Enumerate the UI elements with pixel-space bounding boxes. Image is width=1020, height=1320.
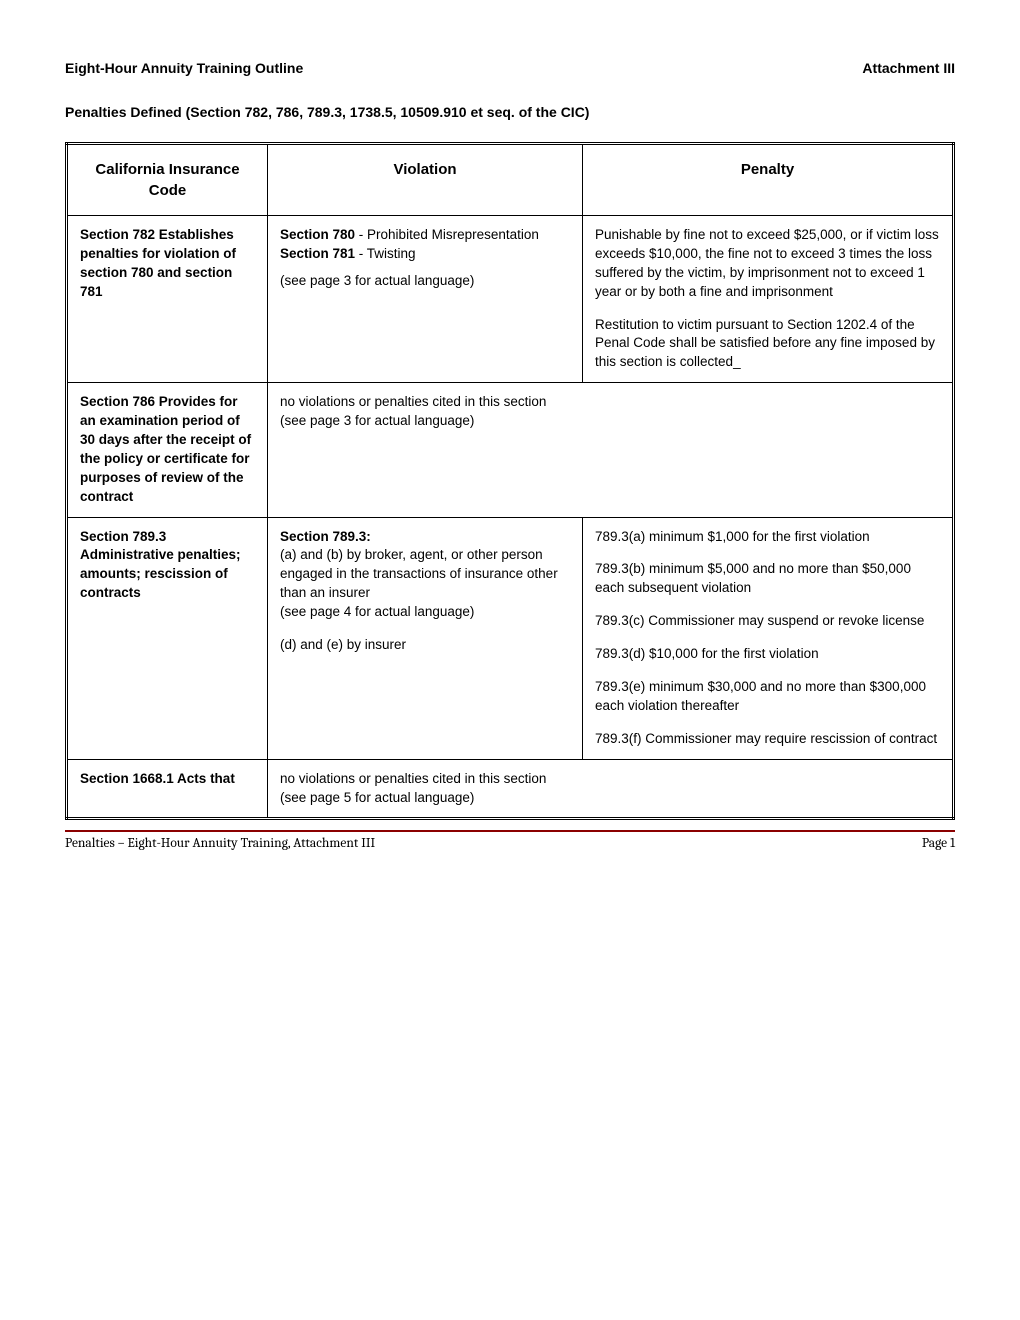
violation-line: (d) and (e) by insurer: [280, 636, 570, 655]
table-row: Section 786 Provides for an examination …: [67, 383, 954, 517]
merged-line: no violations or penalties cited in this…: [280, 393, 940, 412]
section-781-label: Section 781: [280, 246, 355, 261]
page-footer: Penalties – Eight-Hour Annuity Training,…: [65, 830, 955, 851]
code-cell: Section 786 Provides for an examination …: [67, 383, 268, 517]
code-cell: Section 782 Establishes penalties for vi…: [67, 216, 268, 383]
col-header-penalty: Penalty: [583, 144, 954, 216]
penalty-paragraph: 789.3(d) $10,000 for the first violation: [595, 645, 940, 664]
table-row: Section 1668.1 Acts that no violations o…: [67, 759, 954, 819]
section-7893-label: Section 789.3:: [280, 528, 570, 547]
violation-line: Section 781 - Twisting: [280, 245, 570, 264]
table-row: Section 782 Establishes penalties for vi…: [67, 216, 954, 383]
see-page-note: (see page 4 for actual language): [280, 603, 570, 622]
spacer: [280, 622, 570, 636]
violation-line: (a) and (b) by broker, agent, or other p…: [280, 546, 570, 603]
header-right: Attachment III: [862, 60, 955, 76]
code-cell: Section 789.3 Administrative penalties; …: [67, 517, 268, 759]
table-header-row: California Insurance Code Violation Pena…: [67, 144, 954, 216]
subheader: Penalties Defined (Section 782, 786, 789…: [65, 104, 955, 120]
see-page-note: (see page 3 for actual language): [280, 272, 570, 291]
see-page-note: (see page 5 for actual language): [280, 789, 940, 808]
footer-right: Page 1: [922, 836, 955, 851]
penalty-paragraph: 789.3(f) Commissioner may require rescis…: [595, 730, 940, 749]
section-780-text: - Prohibited Misrepresentation: [355, 227, 539, 242]
code-cell: Section 1668.1 Acts that: [67, 759, 268, 819]
penalty-cell: Punishable by fine not to exceed $25,000…: [583, 216, 954, 383]
header-left: Eight-Hour Annuity Training Outline: [65, 60, 303, 76]
footer-left: Penalties – Eight-Hour Annuity Training,…: [65, 836, 375, 851]
penalty-paragraph: Restitution to victim pursuant to Sectio…: [595, 316, 940, 373]
penalty-paragraph: 789.3(c) Commissioner may suspend or rev…: [595, 612, 940, 631]
spacer: [280, 264, 570, 272]
penalties-table: California Insurance Code Violation Pena…: [65, 142, 955, 820]
merged-cell: no violations or penalties cited in this…: [268, 759, 954, 819]
col-header-violation: Violation: [268, 144, 583, 216]
section-780-label: Section 780: [280, 227, 355, 242]
penalty-paragraph: 789.3(a) minimum $1,000 for the first vi…: [595, 528, 940, 547]
section-781-text: - Twisting: [355, 246, 416, 261]
see-page-note: (see page 3 for actual language): [280, 412, 940, 431]
merged-cell: no violations or penalties cited in this…: [268, 383, 954, 517]
violation-cell: Section 780 - Prohibited Misrepresentati…: [268, 216, 583, 383]
merged-line: no violations or penalties cited in this…: [280, 770, 940, 789]
document-header: Eight-Hour Annuity Training Outline Atta…: [65, 60, 955, 76]
penalty-paragraph: Punishable by fine not to exceed $25,000…: [595, 226, 940, 302]
violation-line: Section 780 - Prohibited Misrepresentati…: [280, 226, 570, 245]
violation-cell: Section 789.3: (a) and (b) by broker, ag…: [268, 517, 583, 759]
penalty-paragraph: 789.3(e) minimum $30,000 and no more tha…: [595, 678, 940, 716]
col-header-code: California Insurance Code: [67, 144, 268, 216]
penalty-cell: 789.3(a) minimum $1,000 for the first vi…: [583, 517, 954, 759]
table-row: Section 789.3 Administrative penalties; …: [67, 517, 954, 759]
penalty-paragraph: 789.3(b) minimum $5,000 and no more than…: [595, 560, 940, 598]
